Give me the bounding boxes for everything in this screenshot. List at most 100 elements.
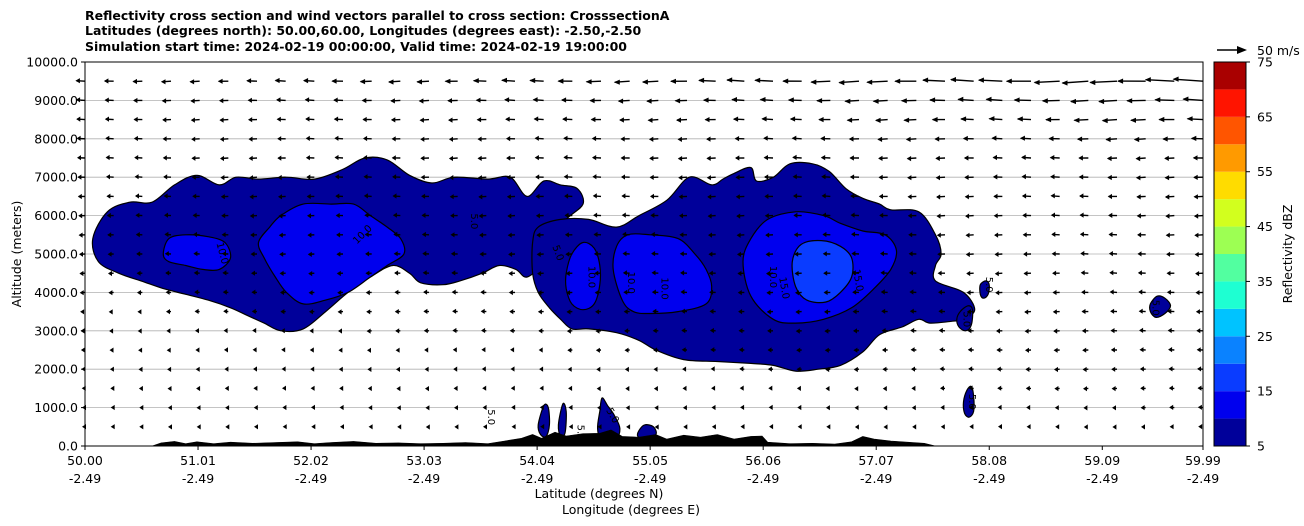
wind-vector-arrow-icon [1053, 328, 1058, 334]
wind-vector-arrow-icon [823, 270, 828, 276]
wind-vector-arrow-icon [190, 117, 195, 123]
wind-vector-arrow-icon [533, 116, 539, 122]
x-tick-label-longitude: -2.49 [182, 471, 214, 486]
wind-vector-arrow-icon [1106, 155, 1112, 162]
x-axis-ticks: 50.00 -2.49 51.01 -2.49 52.02 -2.49 53.03 -2.49… [67, 446, 1221, 486]
wind-vector-arrow-icon [567, 347, 572, 353]
wind-vector-arrow-icon [1026, 404, 1031, 411]
wind-vector-arrow-icon [883, 405, 888, 411]
wind-vector-arrow-icon [390, 98, 395, 104]
wind-vector-arrow-icon [222, 289, 227, 295]
wind-vector-arrow-icon [339, 385, 344, 391]
wind-vector-arrow-icon [80, 309, 85, 315]
wind-vector-arrow-icon [305, 135, 310, 141]
wind-vector-arrow-icon [738, 309, 743, 315]
wind-vector-arrow-icon [480, 308, 485, 314]
wind-vector-arrow-icon [641, 79, 648, 85]
wind-vector-arrow-icon [768, 385, 773, 391]
wind-vector-arrow-icon [789, 116, 796, 122]
wind-vector-arrow-icon [425, 405, 430, 411]
wind-vector-arrow-icon [339, 404, 344, 411]
wind-vector-arrow-icon [825, 386, 830, 392]
wind-vector-arrow-icon [822, 251, 827, 257]
wind-vector-arrow-icon [425, 386, 429, 392]
wind-vector-arrow-icon [539, 404, 544, 410]
wind-vector-arrow-icon [451, 270, 456, 276]
wind-vector-arrow-icon [934, 136, 940, 142]
wind-vector-arrow-icon [475, 97, 481, 103]
wind-vector-arrow-icon [562, 116, 567, 122]
wind-vector-arrow-icon [880, 270, 885, 276]
colorbar-tick-label: 45 [1257, 219, 1273, 234]
wind-vector-arrow-icon [110, 385, 115, 391]
wind-vector-arrow-icon [678, 175, 683, 181]
wind-vector-arrow-icon [167, 366, 172, 372]
wind-vector-arrow-icon [708, 251, 713, 257]
wind-vector-arrow-icon [1110, 308, 1115, 314]
wind-vector-arrow-icon [1112, 424, 1117, 430]
wind-vector-arrow-icon [481, 347, 486, 353]
wind-vector-arrow-icon [878, 155, 883, 161]
wind-vector-arrow-icon [365, 290, 370, 296]
wind-vector-arrow-icon [253, 366, 257, 372]
wind-vector-arrow-icon [453, 385, 458, 391]
wind-vector-arrow-icon [754, 77, 761, 83]
wind-vector-arrow-icon [1194, 251, 1199, 258]
wind-vector-arrow-icon [563, 154, 568, 160]
wind-vector-arrow-icon [139, 405, 144, 411]
wind-vector-arrow-icon [136, 251, 141, 257]
wind-vector-arrow-icon [907, 213, 912, 219]
wind-vector-arrow-icon [1107, 174, 1112, 181]
wind-vector-arrow-icon [249, 213, 254, 219]
y-tick-label: 7000.0 [34, 170, 78, 185]
x-tick-label-longitude: -2.49 [634, 471, 666, 486]
wind-vector-arrow-icon [996, 366, 1001, 372]
wind-vector-arrow-icon [824, 347, 829, 353]
wind-vector-arrow-icon [848, 136, 854, 142]
wind-vector-arrow-icon [391, 155, 396, 161]
wind-vector-arrow-icon [137, 309, 142, 315]
wind-vector-arrow-icon [251, 270, 255, 276]
wind-vector-arrow-icon [166, 347, 171, 353]
wind-vector-arrow-icon [252, 327, 257, 334]
wind-vector-arrow-icon [766, 309, 771, 315]
x-tick-label-latitude: 59.09 [1084, 453, 1120, 468]
wind-vector-arrow-icon [650, 193, 654, 199]
wind-vector-arrow-icon [534, 135, 539, 141]
wind-vector-arrow-icon [1138, 308, 1143, 314]
wind-vector-arrow-icon [336, 232, 341, 238]
wind-vector-arrow-icon [421, 231, 426, 238]
wind-vector-arrow-icon [792, 174, 797, 180]
wind-vector-arrow-icon [223, 308, 228, 314]
wind-vector-arrow-icon [449, 175, 454, 181]
contour-cell-58b [962, 385, 975, 418]
wind-vector-arrow-icon [75, 78, 80, 84]
wind-vector-arrow-icon [277, 155, 282, 161]
wind-vector-arrow-icon [624, 347, 629, 353]
wind-vector-arrow-icon [280, 309, 285, 315]
wind-vector-arrow-icon [506, 194, 511, 200]
wind-vector-arrow-icon [224, 347, 228, 353]
wind-vector-arrow-icon [711, 404, 716, 411]
wind-vector-arrow-icon [966, 290, 971, 296]
wind-vector-arrow-icon [1080, 270, 1085, 276]
contour-core-w2 [257, 202, 406, 305]
wind-vector-arrow-icon [707, 194, 712, 200]
wind-vector-arrow-icon [363, 193, 368, 199]
wind-vector-arrow-icon [589, 98, 595, 104]
wind-vector-arrow-icon [1141, 424, 1145, 430]
wind-vector-arrow-icon [682, 385, 687, 391]
wind-vector-arrow-icon [1054, 386, 1059, 392]
wind-vector-arrow-icon [476, 117, 482, 123]
contour-label: 10.0 [625, 272, 636, 294]
wind-vector-arrow-icon [1005, 78, 1012, 84]
wind-vector-arrow-icon [1117, 78, 1124, 84]
wind-vector-arrow-icon [219, 136, 224, 142]
wind-vector-arrow-icon [821, 193, 826, 199]
wind-vector-arrow-icon [163, 193, 168, 199]
wind-vector-arrow-icon [1137, 232, 1142, 238]
wind-vector-arrow-icon [950, 77, 956, 83]
wind-vector-arrow-icon [364, 212, 369, 218]
wind-vector-arrow-icon [882, 347, 886, 353]
wind-vector-arrow-icon [938, 327, 943, 334]
